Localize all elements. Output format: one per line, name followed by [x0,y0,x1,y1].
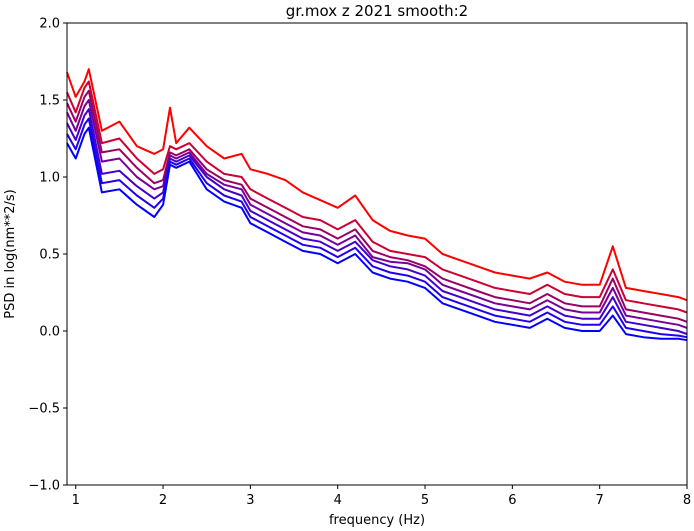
series-line-6 [66,117,688,339]
series-line-7 [66,126,688,342]
x-tick-label: 2 [159,493,167,508]
x-tick-label: 1 [72,493,80,508]
x-axis-ticks: 1 2 3 4 5 6 7 8 [72,485,691,508]
y-tick-label: 2.0 [39,17,60,32]
series-line-3 [66,89,688,323]
x-tick-label: 3 [246,493,254,508]
x-tick-label: 5 [421,493,429,508]
series-line-2 [66,80,688,314]
series-line-1 [66,68,688,302]
series-group [66,68,688,342]
y-tick-label: −1.0 [28,479,60,494]
chart-title: gr.mox z 2021 smooth:2 [286,2,468,20]
plot-frame [66,22,688,486]
x-axis-label: frequency (Hz) [329,513,425,528]
series-line-4 [66,99,688,329]
y-tick-label: 0.5 [39,248,60,263]
y-tick-label: 1.5 [39,94,60,109]
x-tick-label: 4 [334,493,342,508]
x-tick-label: 8 [683,493,691,508]
y-tick-label: 0.0 [39,325,60,340]
y-tick-label: −0.5 [28,402,60,417]
x-tick-label: 6 [508,493,516,508]
series-line-5 [66,108,688,336]
y-axis-label: PSD in log(nm**2/s) [3,189,18,319]
y-axis-ticks: −1.0 −0.5 0.0 0.5 1.0 1.5 2.0 [28,17,67,494]
x-tick-label: 7 [596,493,604,508]
y-tick-label: 1.0 [39,171,60,186]
